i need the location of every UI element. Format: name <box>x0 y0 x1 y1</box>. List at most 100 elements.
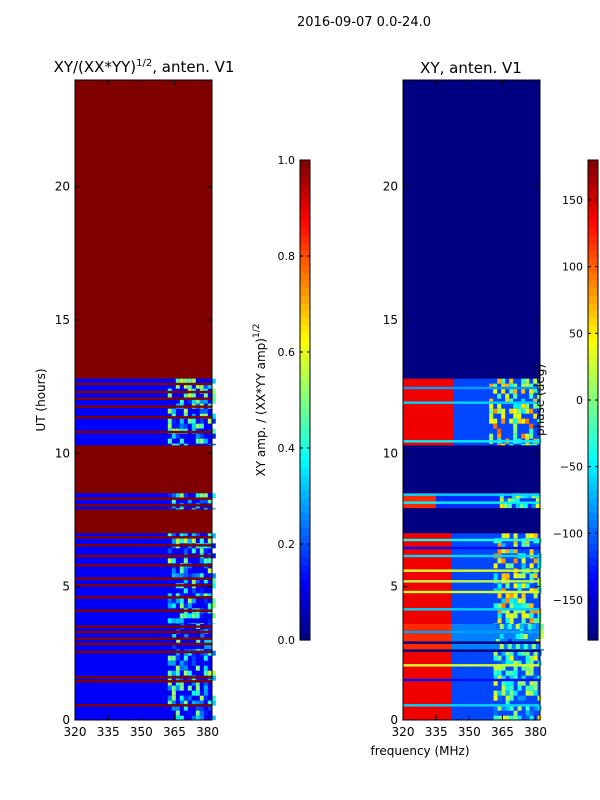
heatmap-rfi-cell <box>513 533 518 539</box>
heatmap-rfi-cell <box>199 493 204 499</box>
heatmap-rfi-cell <box>175 588 180 594</box>
colorbar-segment <box>300 347 310 356</box>
heatmap-rfi-cell <box>513 393 518 399</box>
heatmap-rfi-cell <box>519 634 524 639</box>
heatmap-rfi-cell <box>529 690 534 696</box>
heatmap-stripe <box>75 554 212 558</box>
heatmap-rfi-cell <box>187 700 192 706</box>
heatmap-rfi-cell <box>207 665 212 671</box>
heatmap-rfi-cell <box>539 624 544 629</box>
colorbar-segment <box>588 445 598 454</box>
heatmap-rfi-cell <box>203 408 208 414</box>
heatmap-rfi-cell <box>493 680 498 686</box>
heatmap-rfi-cell <box>184 649 189 651</box>
heatmap-rfi-cell <box>521 613 526 619</box>
colorbar-segment <box>588 175 598 184</box>
y-tick-label: 5 <box>390 580 398 594</box>
x-tick-label: 380 <box>196 725 219 739</box>
heatmap-rfi-cell <box>211 393 216 399</box>
heatmap-rfi-cell <box>509 388 514 394</box>
heatmap-rfi-cell <box>521 388 526 394</box>
heatmap-rfi-cell <box>175 423 180 429</box>
heatmap-rfi-cell <box>211 428 216 434</box>
heatmap-rfi-cell <box>191 548 196 554</box>
heatmap-rfi-cell <box>176 649 181 651</box>
heatmap-rfi-cell <box>493 690 498 696</box>
heatmap-rfi-cell <box>501 690 506 696</box>
heatmap-rfi-cell <box>199 623 204 624</box>
heatmap-rfi-cell <box>501 413 506 419</box>
colorbar-normalized-amplitude: 0.0 0.2 0.4 0.6 0.8 1.0 <box>278 154 311 647</box>
heatmap-rfi-cell <box>211 388 216 394</box>
heatmap-rfi-cell <box>176 634 181 639</box>
heatmap-rfi-cell <box>513 428 518 434</box>
heatmap-rfi-cell <box>497 393 502 399</box>
heatmap-rfi-cell <box>191 700 196 706</box>
heatmap-rfi-cell <box>203 498 208 504</box>
heatmap-stripe <box>75 536 212 539</box>
heatmap-rfi-cell <box>533 378 538 384</box>
heatmap-rfi-cell <box>497 433 502 439</box>
heatmap-rfi-cell <box>183 660 188 666</box>
heatmap-rfi-cell <box>517 598 522 604</box>
heatmap-rfi-cell <box>167 558 172 564</box>
colorbar-segment <box>300 497 310 506</box>
heatmap-rfi-cell <box>183 493 188 499</box>
colorbar-segment <box>588 332 598 341</box>
heatmap-rfi-cell <box>525 543 530 549</box>
heatmap-rfi-cell <box>167 655 172 661</box>
heatmap-rfi-cell <box>211 700 216 706</box>
colorbar-segment <box>300 377 310 386</box>
heatmap-rfi-cell <box>533 618 538 624</box>
heatmap-rfi-cell <box>499 624 504 629</box>
colorbar-segment <box>588 235 598 244</box>
heatmap-rfi-cell <box>172 634 177 639</box>
heatmap-rfi-cell <box>175 710 180 716</box>
heatmap-rfi-cell <box>501 675 506 681</box>
heatmap-rfi-cell <box>533 685 538 691</box>
heatmap-rfi-cell <box>191 578 196 584</box>
colorbar-segment <box>300 160 310 169</box>
colorbar-segment <box>588 400 598 409</box>
heatmap-rfi-cell <box>203 548 208 554</box>
heatmap-rfi-cell <box>203 655 208 661</box>
heatmap-rfi-cell <box>199 433 204 439</box>
heatmap-rfi-cell <box>521 695 526 701</box>
heatmap-rfi-cell <box>183 393 188 399</box>
heatmap-rfi-cell <box>179 593 184 599</box>
colorbar-segment <box>588 422 598 431</box>
heatmap-rfi-cell <box>187 418 192 424</box>
heatmap-rfi-cell <box>489 418 494 424</box>
heatmap-rfi-cell <box>497 608 502 614</box>
heatmap-rfi-cell <box>179 378 184 384</box>
heatmap-rfi-cell <box>171 538 176 544</box>
colorbar-segment <box>588 580 598 589</box>
heatmap-rfi-cell <box>171 493 176 499</box>
heatmap-rfi-cell <box>207 533 212 539</box>
heatmap-rfi-cell <box>509 623 514 624</box>
colorbar-tick-label: −50 <box>560 461 583 474</box>
heatmap-rfi-cell <box>211 378 216 384</box>
heatmap-rfi-cell <box>505 573 510 579</box>
heatmap-rfi-cell <box>517 418 522 424</box>
heatmap-rfi-cell <box>509 593 514 599</box>
heatmap-rfi-cell <box>493 695 498 701</box>
heatmap-rfi-cell <box>533 680 538 686</box>
colorbar-segment <box>300 250 310 259</box>
heatmap-stripe <box>75 497 212 500</box>
heatmap-rfi-cell <box>187 623 192 624</box>
heatmap-stripe <box>403 501 540 504</box>
heatmap-rfi-cell <box>493 670 498 676</box>
heatmap-rfi-cell <box>211 623 216 624</box>
heatmap-rfi-cell <box>171 568 176 574</box>
heatmap-rfi-cell <box>525 383 530 389</box>
heatmap-rfi-cell <box>200 644 205 649</box>
heatmap-rfi-cell <box>533 403 538 409</box>
colorbar-segment <box>300 302 310 311</box>
heatmap-rfi-cell <box>167 393 172 399</box>
colorbar-segment <box>588 250 598 259</box>
heatmap-rfi-cell <box>199 573 204 579</box>
colorbar-segment <box>588 385 598 394</box>
heatmap-rfi-cell <box>517 583 522 589</box>
heatmap-rfi-cell <box>515 498 520 504</box>
